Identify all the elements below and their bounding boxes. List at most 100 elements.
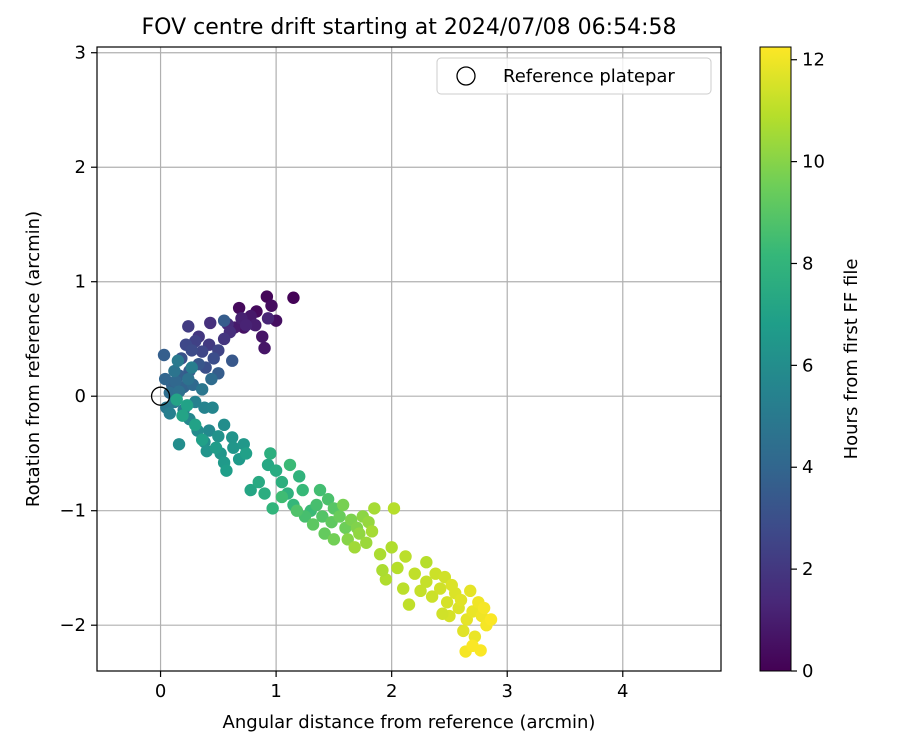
data-point	[336, 498, 350, 512]
data-point	[252, 475, 265, 489]
y-tick-label: 3	[75, 43, 86, 64]
colorbar-tick-label: 10	[802, 152, 825, 173]
data-point	[185, 344, 198, 357]
data-point	[387, 502, 401, 515]
data-point	[438, 570, 452, 584]
data-point	[239, 447, 253, 460]
data-point	[171, 354, 185, 367]
x-tick-label: 4	[617, 681, 628, 702]
data-point	[258, 487, 271, 500]
data-point	[391, 561, 404, 575]
data-point	[258, 341, 271, 355]
data-point	[170, 393, 183, 406]
y-tick-label: −2	[59, 615, 86, 636]
data-point	[182, 372, 195, 386]
data-point	[293, 470, 306, 483]
data-point	[296, 483, 309, 497]
y-tick-label: 2	[75, 157, 86, 178]
data-point	[206, 401, 219, 414]
data-point	[457, 624, 470, 638]
data-point	[182, 320, 195, 333]
data-point	[172, 438, 186, 451]
plot-frame	[96, 46, 722, 672]
x-tick-label: 0	[155, 681, 166, 702]
data-point	[227, 441, 240, 454]
x-tick-label: 1	[270, 681, 281, 702]
data-point	[385, 541, 398, 554]
data-point	[436, 607, 449, 620]
colorbar-tick-label: 12	[802, 50, 825, 71]
data-point	[477, 601, 491, 615]
data-point	[202, 424, 216, 437]
data-point	[195, 345, 209, 358]
legend-box	[436, 57, 712, 95]
data-point	[360, 536, 373, 549]
data-point	[341, 533, 354, 546]
data-point	[397, 582, 410, 595]
data-point	[306, 518, 320, 531]
data-point	[260, 290, 274, 303]
data-point	[209, 441, 223, 454]
data-point	[217, 314, 231, 327]
data-point	[353, 527, 366, 540]
colorbar-tick-label: 4	[802, 457, 813, 478]
data-point	[283, 458, 297, 472]
data-point	[464, 584, 477, 598]
data-point	[454, 593, 468, 607]
data-point	[310, 498, 323, 512]
data-point	[399, 550, 412, 563]
reference-platepar-marker	[150, 386, 171, 406]
y-axis: −2 −1 0 1 2 3	[59, 43, 97, 636]
data-point	[256, 330, 269, 343]
data-point	[226, 354, 239, 367]
data-point	[239, 319, 253, 332]
data-point	[261, 312, 275, 325]
colorbar-tick-label: 8	[802, 253, 813, 274]
data-point	[333, 510, 346, 523]
data-point	[290, 504, 304, 517]
data-point	[195, 383, 209, 396]
legend-marker-icon	[456, 66, 476, 86]
y-tick-label: −1	[59, 501, 86, 522]
data-point	[376, 564, 389, 577]
grid-lines	[97, 47, 721, 671]
data-point	[318, 527, 331, 540]
data-point	[484, 613, 498, 626]
data-point	[373, 548, 387, 561]
y-tick-label: 1	[75, 272, 86, 293]
x-axis-label: Angular distance from reference (arcmin)	[223, 712, 596, 733]
data-point	[158, 372, 172, 386]
data-point	[402, 598, 416, 611]
data-point	[249, 319, 262, 332]
colorbar-label: Hours from first FF file	[841, 259, 862, 460]
data-point	[321, 493, 335, 506]
data-point	[316, 510, 329, 523]
data-points	[157, 290, 498, 658]
data-point	[189, 418, 202, 432]
x-tick-label: 3	[501, 681, 512, 702]
data-point	[212, 430, 225, 443]
colorbar: 0 2 4 6 8 10 12 Hours from first FF file	[759, 46, 862, 682]
data-point	[408, 567, 421, 580]
data-point	[226, 431, 239, 444]
data-point	[157, 348, 171, 362]
data-point	[244, 483, 257, 497]
data-point	[445, 578, 458, 592]
data-point	[180, 399, 194, 412]
data-point	[327, 533, 341, 546]
data-point	[287, 291, 300, 304]
data-point	[275, 475, 289, 489]
legend-entry-label: Reference platepar	[503, 66, 675, 87]
data-point	[348, 541, 361, 554]
data-point	[368, 502, 381, 515]
data-point	[275, 490, 289, 504]
data-point	[425, 590, 439, 603]
data-point	[420, 575, 433, 588]
data-point	[269, 464, 283, 477]
data-point	[217, 332, 231, 346]
data-point	[205, 372, 218, 386]
data-point	[185, 361, 198, 374]
data-point	[474, 644, 487, 657]
data-point	[163, 407, 176, 420]
